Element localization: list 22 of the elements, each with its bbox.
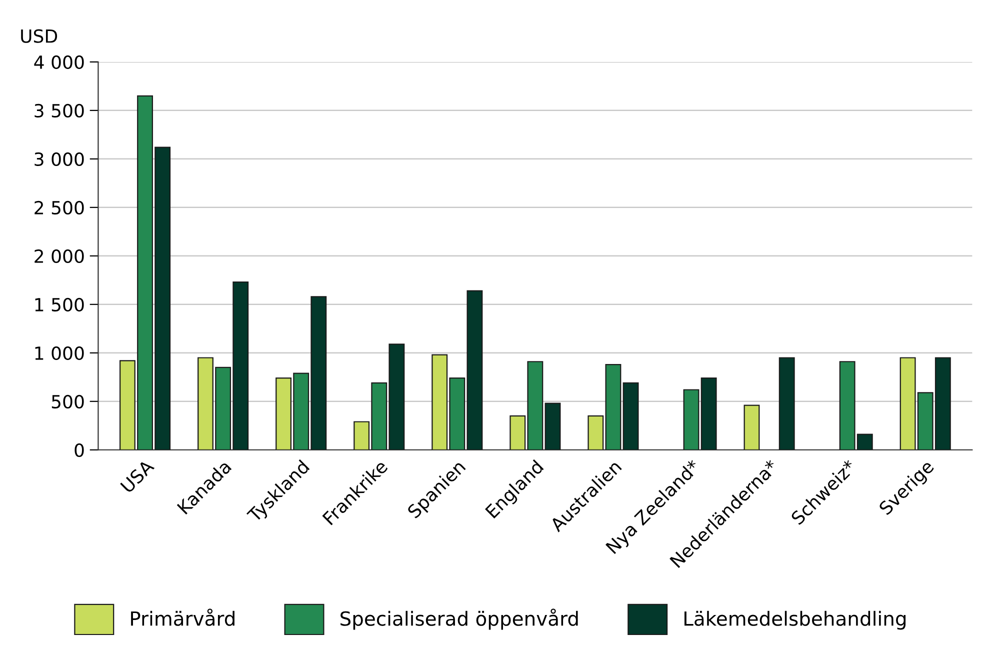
bar — [544, 402, 561, 450]
bar — [622, 382, 639, 450]
y-axis-title: USD — [21, 29, 58, 43]
bar — [683, 389, 700, 450]
legend-label: Primärvård — [131, 608, 234, 626]
legend-label: Specialiserad öppenvård — [340, 608, 578, 630]
bar — [744, 404, 760, 450]
y-tick-label: 1 000 — [35, 346, 84, 360]
y-tick-label: 2 500 — [34, 200, 84, 215]
y-tick-label: 500 — [52, 394, 84, 409]
y-tick-label: 2 000 — [34, 249, 84, 264]
y-tick-label: 0 — [74, 443, 84, 457]
bar — [700, 378, 717, 450]
x-tick-label: USA — [120, 458, 155, 494]
bar — [778, 357, 795, 450]
y-tick-label: 3 500 — [34, 104, 84, 118]
y-tick-label: 3 000 — [34, 152, 84, 166]
y-tick-label: 1 500 — [35, 298, 84, 312]
y-tick-label: 4 000 — [34, 55, 84, 70]
bar — [605, 364, 622, 450]
legend-label: Läkemedelsbehandling — [684, 610, 906, 630]
bar — [588, 415, 604, 450]
